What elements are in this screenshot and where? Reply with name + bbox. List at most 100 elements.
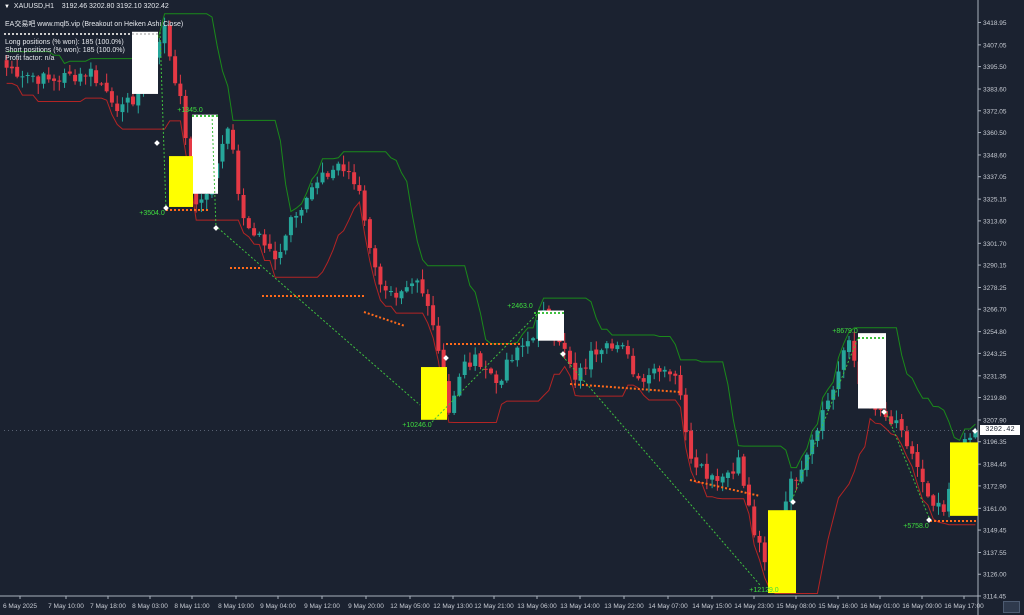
trade-profit-label: +12129.0 [749,587,778,594]
candle-body [689,430,694,459]
candle-body [394,292,399,298]
candle-body [904,431,909,447]
candle-body [789,478,794,502]
candle-body [710,475,715,480]
candle-body [878,408,883,410]
candle-body [562,342,567,349]
long-positions-stat: Long positions (% won): 185 (100.0%) [5,39,124,46]
x-tick-label: 14 May 23:00 [734,603,774,610]
y-tick-label: 3231.35 [983,373,1007,380]
x-tick-label: 16 May 09:00 [902,603,942,610]
candle-body [847,340,852,353]
candle-body [167,25,172,57]
candle-body [183,95,188,139]
candle-body [699,464,704,466]
y-tick-label: 3418.95 [983,20,1007,27]
candle-body [678,374,683,396]
x-tick-label: 6 May 2025 [3,603,37,610]
candle-body [883,411,888,418]
y-tick-label: 3126.00 [983,572,1007,579]
trade-highlight-box [768,510,796,594]
candle-body [910,446,915,454]
candle-body [73,74,78,82]
candle-body [9,66,14,69]
candle-body [173,56,178,84]
candle-body [510,360,515,362]
entry-marker [881,409,887,415]
entry-marker [213,225,219,231]
y-tick-label: 3254.80 [983,329,1007,336]
candle-body [283,235,288,251]
entry-marker [443,355,449,361]
candle-body [436,325,441,351]
candle-body [457,376,462,396]
x-tick-label: 8 May 19:00 [218,603,254,610]
candle-body [589,350,594,370]
candle-body [520,345,525,347]
candle-body [94,70,99,84]
candle-body [62,72,67,83]
candle-body [625,345,630,355]
candle-body [257,233,262,235]
candle-body [157,41,162,58]
candle-body [615,345,620,350]
candle-body [931,495,936,506]
candle-body [636,375,641,379]
candle-body [273,250,278,260]
candle-body [467,362,472,367]
entry-marker [154,140,160,146]
candle-body [462,361,467,376]
symbol-label: XAUUSD,H1 [13,3,54,10]
trade-highlight-box [421,367,447,420]
x-tick-label: 15 May 08:00 [776,603,816,610]
candle-body [889,416,894,425]
candle-body [320,172,325,183]
candle-body [78,73,83,82]
candle-body [836,371,841,390]
candle-body [178,83,183,97]
entry-marker [926,517,932,523]
candle-body [799,469,804,482]
chart-scroll-button[interactable] [1003,601,1020,613]
trade-connector-line [431,312,539,423]
dropdown-arrow-icon[interactable]: ▼ [4,4,10,10]
candle-body [594,349,599,355]
candle-body [231,129,236,150]
candle-body [683,394,688,433]
candle-body [362,190,367,221]
candle-body [304,197,309,210]
candle-body [415,280,420,283]
trade-connector-line [211,114,217,229]
candle-body [920,468,925,483]
candle-body [947,488,952,512]
candle-body [567,350,572,365]
x-tick-label: 7 May 18:00 [90,603,126,610]
candle-body [36,76,41,84]
x-tick-label: 16 May 01:00 [860,603,900,610]
trade-connector-line [159,31,167,211]
candle-body [57,80,62,82]
candle-body [378,266,383,285]
ohlc-values: 3192.46 3202.80 3192.10 3202.42 [61,3,169,10]
candle-body [162,25,167,44]
candle-body [641,378,646,382]
candle-body [810,439,815,455]
y-tick-label: 3114.45 [983,594,1006,601]
y-tick-label: 3219.80 [983,395,1007,402]
candle-body [452,395,457,413]
candle-body [4,60,9,68]
candle-body [494,374,499,384]
x-tick-label: 12 May 05:00 [390,603,430,610]
candle-body [736,457,741,474]
candle-body [752,506,757,536]
candle-body [346,171,351,173]
candle-body [220,143,225,162]
candle-body [599,350,604,355]
trade-profit-label: +3504.0 [139,210,165,217]
candle-body [388,290,393,293]
entry-marker [163,205,169,211]
candle-body [652,368,657,374]
current-price-label: 3202.42 [980,425,1020,436]
